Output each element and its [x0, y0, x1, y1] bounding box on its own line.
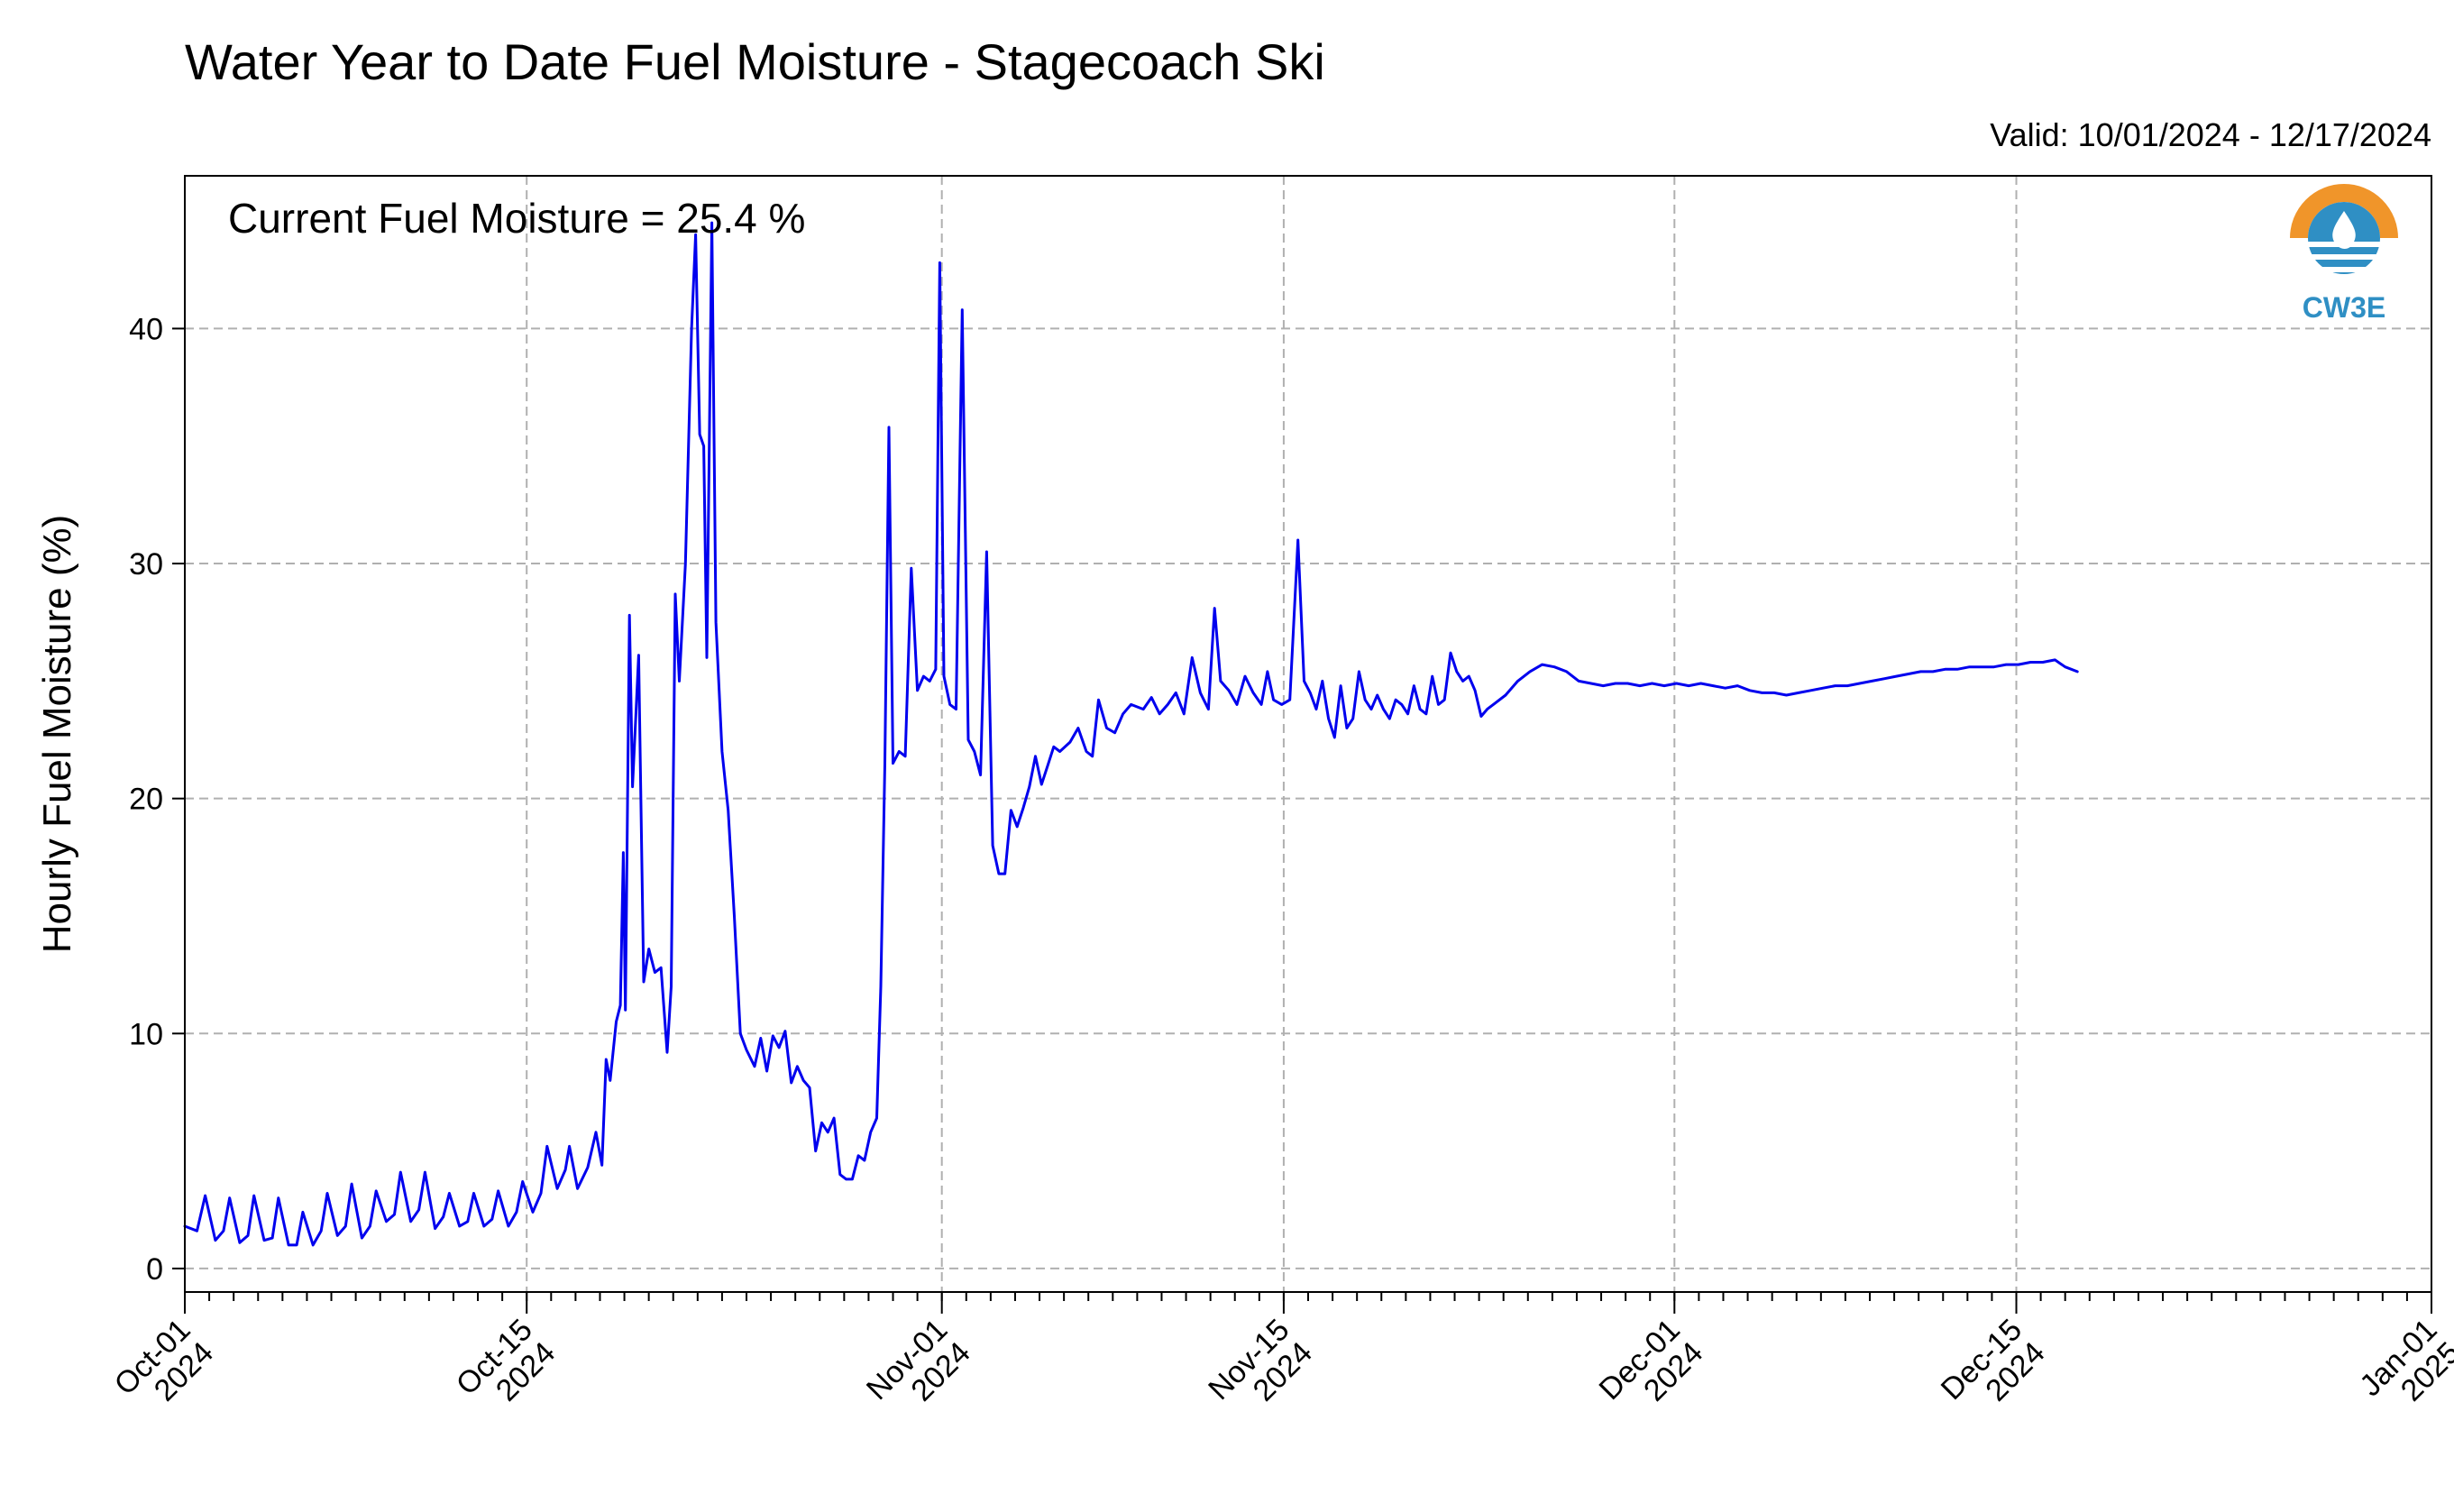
y-tick-label: 40	[129, 312, 163, 346]
plot-frame	[184, 175, 2432, 1293]
y-axis: 0 10 20 30 40	[129, 312, 185, 1287]
x-tick-label: Nov-152024	[1202, 1313, 1319, 1430]
y-tick-label: 10	[129, 1017, 163, 1051]
cw3e-logo: CW3E	[2290, 184, 2398, 324]
y-axis-label: Hourly Fuel Moisture (%)	[35, 515, 79, 954]
x-tick-label: Dec-152024	[1935, 1313, 2052, 1430]
y-tick-label: 0	[146, 1252, 163, 1287]
x-tick-label: Oct-012024	[108, 1313, 220, 1425]
x-tick-label: Dec-012024	[1593, 1313, 1710, 1430]
y-tick-label: 30	[129, 547, 163, 582]
x-tick-label: Nov-012024	[860, 1313, 977, 1430]
y-tick-label: 20	[129, 783, 163, 817]
grid-lines	[185, 176, 2431, 1292]
chart-title: Water Year to Date Fuel Moisture - Stage…	[185, 33, 1325, 90]
series-layer	[183, 221, 2079, 1247]
x-axis: Oct-012024 Oct-152024 Nov-012024 Nov-152024…	[108, 1292, 2454, 1430]
cw3e-logo-text: CW3E	[2303, 291, 2385, 324]
cw3e-logo-icon	[2290, 184, 2398, 274]
x-tick-label: Jan-012025	[2353, 1313, 2454, 1426]
chart-subtitle: Valid: 10/01/2024 - 12/17/2024	[1990, 116, 2431, 153]
current-value-annotation: Current Fuel Moisture = 25.4 %	[228, 195, 805, 242]
x-tick-label: Oct-152024	[450, 1313, 562, 1425]
fuel-moisture-series-line	[183, 221, 2079, 1247]
